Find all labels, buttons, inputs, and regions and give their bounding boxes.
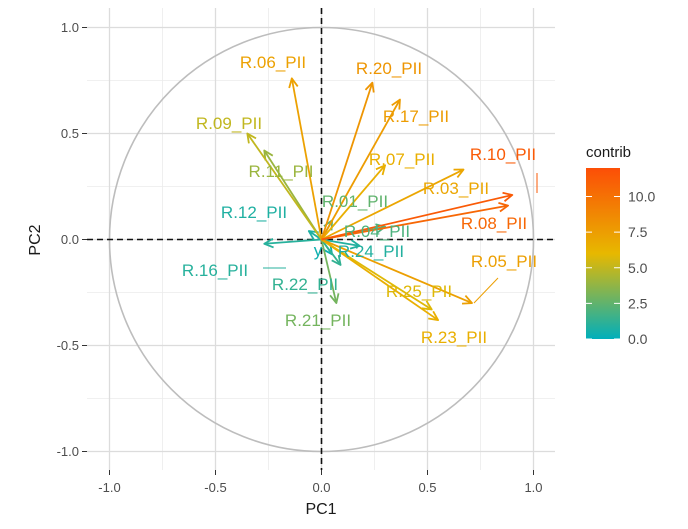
variable-label-R.04_PII: R.04_PII xyxy=(344,222,410,241)
y-tick-label: -1.0 xyxy=(57,444,79,459)
arrowhead-R.07_PII xyxy=(375,164,387,176)
vector-R.16_PII xyxy=(264,238,322,245)
arrowhead-R.23_PII xyxy=(428,310,440,321)
legend-colorbar xyxy=(586,168,620,339)
vector-R.22_PII xyxy=(320,238,342,266)
legend-tick-label: 7.5 xyxy=(628,224,648,240)
vector-R.08_PII xyxy=(321,204,509,241)
arrowhead-R.24_PII xyxy=(349,239,361,250)
arrowhead-R.16_PII xyxy=(263,237,274,249)
x-tick-label: -0.5 xyxy=(204,480,226,495)
vector-R.20_PII xyxy=(320,82,374,240)
variable-label-R.03_PII: R.03_PII xyxy=(423,179,489,198)
variable-label-R.07_PII: R.07_PII xyxy=(369,150,435,169)
variable-label-R.16_PII: R.16_PII xyxy=(182,261,248,280)
x-tick-label: 0.0 xyxy=(312,480,330,495)
y-tick-label: -0.5 xyxy=(57,338,79,353)
variable-label-R.08_PII: R.08_PII xyxy=(461,214,527,233)
arrowhead-R.03_PII xyxy=(453,168,465,178)
variable-label-R.09_PII: R.09_PII xyxy=(196,114,262,133)
x-tick-label: -1.0 xyxy=(98,480,120,495)
legend-tick-label: 2.5 xyxy=(628,295,648,311)
arrowhead-R.10_PII xyxy=(502,191,514,202)
variable-label-R.12_PII: R.12_PII xyxy=(221,203,287,222)
vector-R.09_PII xyxy=(246,132,323,241)
x-tick-label: 1.0 xyxy=(524,480,542,495)
arrowhead-R.17_PII xyxy=(391,98,401,110)
vector-R.07_PII xyxy=(320,164,386,241)
variable-label-R.11_PII: R.11_PII xyxy=(249,162,314,181)
vector-R.17_PII xyxy=(320,99,401,240)
x-axis-title: PC1 xyxy=(305,501,336,518)
legend-tick-label: 5.0 xyxy=(628,260,648,276)
vector-R.12_PII xyxy=(308,230,322,241)
legend-title: contrib xyxy=(586,144,631,161)
variable-label-R.01_PII: R.01_PII xyxy=(322,192,388,211)
y-tick-label: 0.5 xyxy=(61,126,79,141)
vector-R.23_PII xyxy=(320,238,439,321)
arrowhead-R.08_PII xyxy=(498,202,509,213)
variable-label-R.05_PII: R.05_PII xyxy=(471,252,537,271)
arrowhead-R.04_PII xyxy=(375,223,387,234)
arrowhead-R.05_PII xyxy=(461,294,473,305)
arrowhead-R.25_PII xyxy=(421,300,433,311)
label-leader-R.05_PII xyxy=(473,277,499,304)
y-axis-title: PC2 xyxy=(27,224,44,255)
variable-label-R.20_PII: R.20_PII xyxy=(356,59,422,78)
vector-R.05_PII xyxy=(321,238,473,304)
variable-label-R.24_PII: R.24_PII xyxy=(338,242,404,261)
arrowhead-R.21_PII xyxy=(329,293,340,305)
vector-R.06_PII xyxy=(290,78,323,240)
legend-tick-label: 10.0 xyxy=(628,189,655,205)
vector-R.21_PII xyxy=(320,239,338,304)
vector-R.24_PII xyxy=(321,238,360,247)
variable-label-R.23_PII: R.23_PII xyxy=(421,328,487,347)
arrowhead-R.20_PII xyxy=(364,81,375,93)
legend-tick-label: 0.0 xyxy=(628,331,648,347)
variable-label-R.10_PII: R.10_PII xyxy=(470,145,536,164)
arrowhead-R.22_PII xyxy=(331,254,342,266)
variable-label-R.17_PII: R.17_PII xyxy=(383,107,449,126)
variable-label-R.06_PII: R.06_PII xyxy=(240,53,306,72)
variable-label-y: y xyxy=(314,241,323,260)
arrowhead-R.11_PII xyxy=(263,149,274,161)
arrowhead-R.06_PII xyxy=(288,77,299,89)
arrowhead-R.09_PII xyxy=(246,132,257,144)
variable-label-R.22_PII: R.22_PII xyxy=(272,275,338,294)
x-tick-label: 0.5 xyxy=(418,480,436,495)
y-tick-label: 1.0 xyxy=(61,20,79,35)
vector-R.10_PII xyxy=(321,194,513,241)
y-tick-label: 0.0 xyxy=(61,232,79,247)
variable-label-R.21_PII: R.21_PII xyxy=(285,311,351,330)
variable-label-R.25_PII: R.25_PII xyxy=(386,282,452,301)
vector-R.03_PII xyxy=(321,168,464,241)
